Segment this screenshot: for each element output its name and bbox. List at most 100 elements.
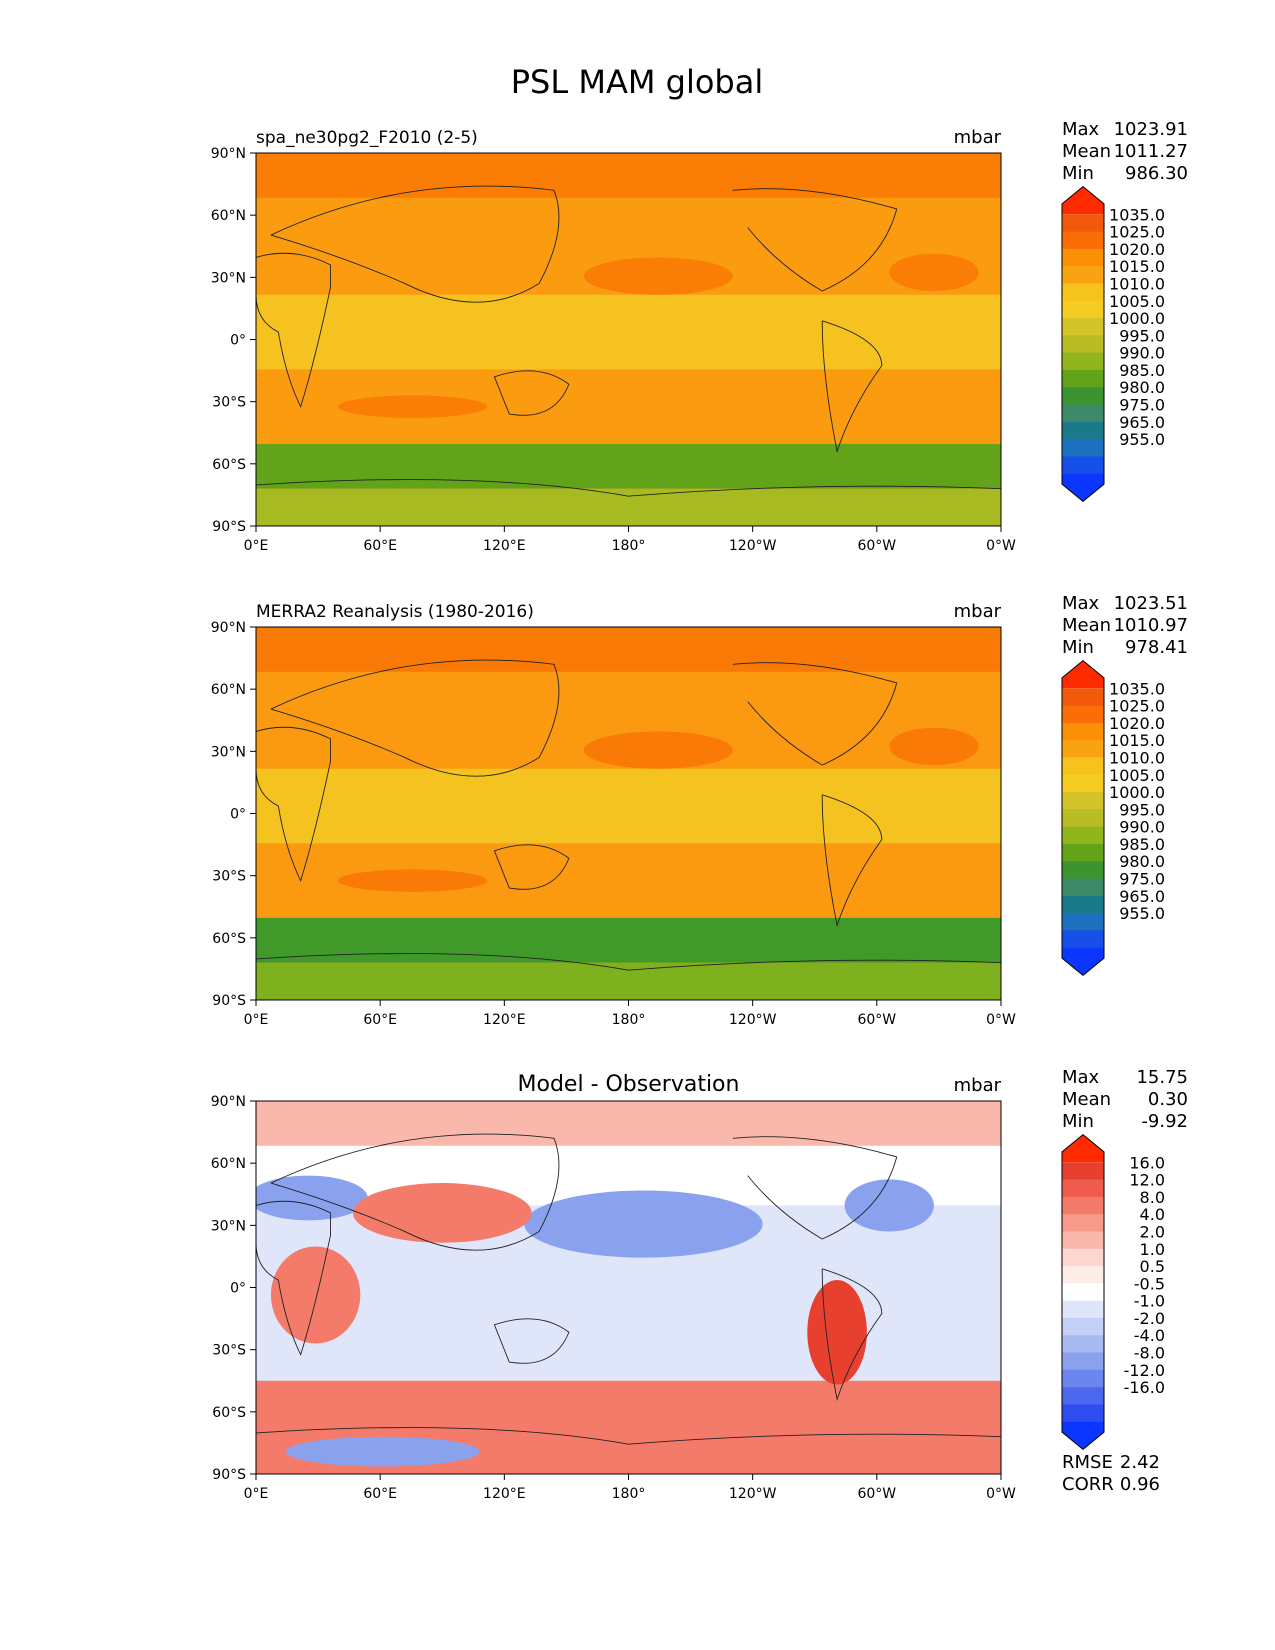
colorbar-tick-label: 965.0 (1119, 413, 1165, 432)
colorbar-segment (1062, 421, 1104, 440)
field-blob-europe (256, 1175, 368, 1221)
colorbar-tick-label: -1.0 (1134, 1292, 1165, 1311)
colorbar-tick-label: 1025.0 (1109, 697, 1165, 716)
map-field (256, 1101, 1001, 1474)
colorbar-segment (1062, 1387, 1104, 1405)
colorbar-segment (1062, 843, 1104, 862)
colorbar-segment (1062, 895, 1104, 914)
lat-tick-label: 90°S (212, 519, 246, 535)
lat-tick-label: 0° (230, 807, 246, 823)
lon-tick-label: 180° (612, 538, 646, 554)
colorbar-segment (1062, 1196, 1104, 1215)
colorbar-segment (1062, 660, 1104, 689)
colorbar-outline (1061, 659, 1105, 977)
lat-tick-label: 60°S (212, 1405, 246, 1421)
colorbar-segment (1062, 913, 1104, 931)
colorbar-tick-label: -12.0 (1124, 1361, 1165, 1380)
colorbar-segment (1062, 757, 1104, 776)
lat-tick-label: 0° (230, 333, 246, 349)
stat-value: 1011.27 (1114, 141, 1188, 162)
lat-tick-label: 30°S (212, 869, 246, 885)
colorbar-segment (1062, 947, 1104, 976)
lon-tick-label: 120°E (483, 1012, 526, 1028)
coast-africa (256, 1200, 331, 1356)
colorbar-segment (1062, 1421, 1104, 1450)
extra-stat-label: RMSE (1062, 1452, 1113, 1473)
colorbar-tick-label: 16.0 (1129, 1153, 1165, 1172)
coast-australia (493, 370, 570, 416)
colorbar-segment (1062, 705, 1104, 724)
colorbar-tick-label: 955.0 (1119, 904, 1165, 923)
panel-model: 90°N 60°N 30°N 0° 30°S 60°S 90°S 0°E 60°E 120°E 18… (211, 119, 1188, 554)
panel-center-title: Model - Observation (518, 1072, 740, 1097)
panel-obs: 90°N 60°N 30°N 0° 30°S 60°S 90°S 0°E 60°E 120°E 18… (211, 593, 1188, 1028)
colorbar-tick-label: 1000.0 (1109, 783, 1165, 802)
lat-tick-label: 0° (230, 1281, 246, 1297)
panel-units: mbar (954, 127, 1002, 148)
lon-tick-label: 120°W (729, 538, 777, 554)
colorbar-segment (1062, 809, 1104, 828)
colorbar-segment (1062, 387, 1104, 406)
field-band-southern-ocean (256, 917, 1001, 963)
colorbar-tick-label: -8.0 (1134, 1344, 1165, 1363)
colorbar-segment (1062, 774, 1104, 793)
colorbar-segment (1062, 792, 1104, 810)
field-band-tropics (256, 768, 1001, 844)
coast-antarctica (256, 953, 1001, 971)
extra-stat-value: 2.42 (1120, 1452, 1160, 1473)
colorbar-tick-label: 4.0 (1140, 1205, 1165, 1224)
colorbar-segment (1062, 740, 1104, 758)
colorbar-tick-label: 1015.0 (1109, 731, 1165, 750)
stat-label: Max (1062, 593, 1100, 614)
panel-left-title: spa_ne30pg2_F2010 (2-5) (256, 128, 478, 148)
panel-diff: 90°N 60°N 30°N 0° 30°S 60°S 90°S 0°E 60°E 120°E 18… (211, 1067, 1188, 1502)
lon-tick-label: 0°E (244, 1486, 269, 1502)
lon-tick-label: 0°W (986, 1486, 1016, 1502)
coast-eurasia (270, 1133, 560, 1251)
colorbar-tick-label: 980.0 (1119, 378, 1165, 397)
stat-label: Max (1062, 1067, 1100, 1088)
colorbar-segment (1062, 1404, 1104, 1423)
lon-tick-label: 60°W (857, 1486, 896, 1502)
lat-tick-label: 30°S (212, 1343, 246, 1359)
colorbar-segment (1062, 1179, 1104, 1198)
colorbar-segment (1062, 861, 1104, 880)
colorbar-tick-label: 980.0 (1119, 852, 1165, 871)
colorbar-tick-label: -2.0 (1134, 1309, 1165, 1328)
colorbar-tick-label: 965.0 (1119, 887, 1165, 906)
lat-tick-label: 60°S (212, 931, 246, 947)
coast-samerica (821, 320, 883, 454)
stat-value: 986.30 (1125, 163, 1188, 184)
coast-eurasia (270, 659, 560, 777)
colorbar-segment (1062, 300, 1104, 319)
colorbar-segment (1062, 1369, 1104, 1388)
lon-tick-label: 120°E (483, 538, 526, 554)
stat-label: Min (1062, 163, 1094, 184)
colorbar-segment (1062, 688, 1104, 707)
field-band-arctic (256, 627, 1001, 672)
colorbar-segment (1062, 352, 1104, 371)
colorbar-segment (1062, 722, 1104, 741)
lat-tick-label: 60°S (212, 457, 246, 473)
coast-australia (493, 1318, 570, 1364)
lon-tick-label: 0°W (986, 1012, 1016, 1028)
lon-tick-label: 60°E (363, 538, 397, 554)
colorbar-segment (1062, 248, 1104, 267)
stat-label: Mean (1062, 1089, 1111, 1110)
colorbar-tick-label: 985.0 (1119, 835, 1165, 854)
panel-left-title: MERRA2 Reanalysis (1980-2016) (256, 602, 534, 622)
colorbar-tick-label: 1015.0 (1109, 257, 1165, 276)
field-band-antarctica (256, 488, 1001, 526)
coast-namerica (732, 662, 898, 766)
coast-antarctica (256, 1427, 1001, 1445)
colorbar-tick-label: 1035.0 (1109, 205, 1165, 224)
colorbar-tick-label: 1020.0 (1109, 714, 1165, 733)
field-blob-antarctic (285, 1436, 480, 1467)
colorbar-tick-label: 1005.0 (1109, 766, 1165, 785)
colorbar-tick-label: 2.0 (1140, 1222, 1165, 1241)
lat-tick-label: 90°S (212, 1467, 246, 1483)
colorbar-segment (1062, 1134, 1104, 1163)
colorbar-tick-label: -4.0 (1134, 1326, 1165, 1345)
lat-tick-label: 90°N (211, 1094, 246, 1110)
